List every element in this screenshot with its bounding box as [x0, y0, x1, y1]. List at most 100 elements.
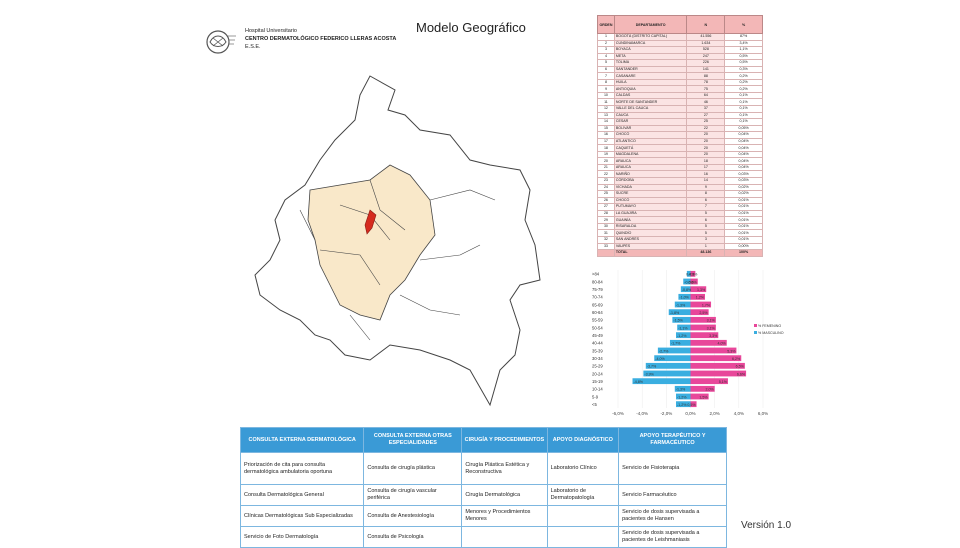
data-label-male: -1,5% — [673, 319, 683, 323]
service-cell: Servicio de dosis supervisada a paciente… — [618, 505, 727, 527]
x-tick-label: -4,0% — [636, 411, 648, 416]
bar-male — [654, 355, 691, 362]
total-dept-percent: 100% — [724, 249, 763, 257]
header-n: N — [686, 15, 726, 34]
header-order: ORDEN — [597, 15, 615, 34]
service-cell: Servicio de Fisioterapia — [618, 452, 727, 485]
table-row: 3 BOYACÁ 528 1,1% — [597, 46, 763, 54]
data-label-female: 0,4% — [686, 273, 695, 277]
x-tick-label: -6,0% — [612, 411, 624, 416]
table-row: 20 ARAUCA 18 0,04% — [597, 157, 763, 165]
legend-swatch-female — [754, 324, 757, 327]
y-category-label: 65-69 — [592, 302, 603, 307]
dept-percent: 0,04% — [724, 157, 763, 165]
header-pct: % — [724, 15, 763, 34]
table-row: 27 PUTUMAYO 7 0,01% — [597, 203, 763, 211]
table-row: 21 ARAUCA 17 0,04% — [597, 163, 763, 172]
dept-count: 20 — [686, 144, 726, 152]
dept-percent: 0,02% — [724, 190, 763, 198]
dept-count: 14 — [686, 177, 726, 185]
map-highlight-region — [307, 164, 436, 321]
service-cell: Servicio de Foto Dermatología — [239, 526, 365, 548]
dept-count: 6 — [686, 216, 726, 224]
x-tick-label: 4,0% — [734, 411, 744, 416]
data-label-male: -1,1% — [678, 326, 688, 330]
dept-percent: 0,04% — [724, 131, 763, 139]
y-category-label: 70-74 — [592, 295, 603, 300]
bar-male — [676, 393, 691, 400]
bar-female — [690, 385, 715, 392]
data-label-female: 1,7% — [702, 303, 711, 307]
table-row: 17 ATLÁNTICO 20 0,04% — [597, 137, 763, 146]
header-cirugia: CIRUGÍA Y PROCEDIMIENTOS — [461, 427, 548, 453]
y-category-label: >84 — [592, 272, 600, 277]
table-row: 15 BOLÍVAR 22 0,05% — [597, 124, 763, 133]
bar-male — [669, 339, 691, 346]
y-category-label: 75-79 — [592, 287, 603, 292]
data-label-male: -3,9% — [644, 372, 654, 376]
version-label: Versión 1.0 — [741, 520, 792, 531]
data-label-male: -2,7% — [659, 349, 669, 353]
y-category-label: 10-14 — [592, 387, 603, 392]
services-table: CONSULTA EXTERNA DERMATOLÓGICA CONSULTA … — [239, 427, 727, 548]
service-cell: Laboratorio Clínico — [546, 452, 620, 485]
table-row: 29 GUAINÍA 6 0,01% — [597, 216, 763, 224]
bar-male — [680, 286, 691, 293]
data-label-female: 1,3% — [697, 288, 706, 292]
dept-count: 9 — [686, 183, 726, 192]
table-row: 33 VAUPÉS 1 0,00% — [597, 242, 763, 251]
service-cell — [461, 526, 548, 548]
service-cell — [546, 526, 620, 548]
data-label-male: -0,6% — [684, 280, 694, 284]
services-header-row: CONSULTA EXTERNA DERMATOLÓGICA CONSULTA … — [239, 427, 727, 453]
dept-percent: 0,01% — [724, 196, 763, 205]
bar-female — [690, 370, 747, 377]
dept-count: 5 — [686, 209, 726, 218]
table-row: 32 SAN ANDRÉS 3 0,01% — [597, 235, 763, 244]
bar-female — [690, 316, 716, 323]
bar-male — [672, 316, 691, 323]
dept-count: 5 — [686, 222, 726, 231]
dept-percent: 0,04% — [724, 150, 763, 159]
population-pyramid-chart: -6,0% -4,0% -2,0% 0,0% 2,0% 4,0% 6,0%<5 0,5%-1,… — [592, 270, 784, 416]
dept-percent: 0,01% — [724, 203, 763, 211]
bar-male — [668, 309, 691, 316]
table-row: 28 LA GUAJIRA 5 0,01% — [597, 209, 763, 218]
data-label-male: -0,3% — [688, 273, 698, 277]
y-category-label: <5 — [592, 402, 597, 407]
y-category-label: 45-49 — [592, 333, 603, 338]
header-consulta-otras: CONSULTA EXTERNA OTRAS ESPECIALIDADES — [363, 427, 463, 453]
bar-male — [674, 385, 691, 392]
hospital-logo — [206, 30, 236, 54]
bar-male — [686, 270, 691, 277]
data-label-male: -1,0% — [679, 296, 689, 300]
colombia-map — [254, 75, 541, 407]
table-row: Clínicas Dermatológicas Sub Especializad… — [239, 505, 727, 527]
dept-count: 3 — [686, 235, 726, 244]
service-cell: Cirugía Dermatológica — [461, 484, 548, 506]
table-row: Consulta Dermatológica General Consulta … — [239, 484, 727, 506]
bar-female — [690, 332, 719, 339]
dept-count: 16 — [686, 170, 726, 178]
table-row: 31 QUINDÍO 5 0,01% — [597, 229, 763, 237]
service-cell: Clínicas Dermatológicas Sub Especializad… — [239, 505, 365, 527]
dept-count: 18 — [686, 157, 726, 165]
dept-count: 20 — [686, 137, 726, 146]
hospital-center-name: CENTRO DERMATOLÓGICO FEDERICO LLERAS ACO… — [245, 36, 397, 42]
data-label-male: -4,8% — [634, 380, 644, 384]
y-category-label: 30-34 — [592, 356, 603, 361]
bar-male — [632, 378, 691, 385]
hospital-name: Hospital Universitario — [245, 28, 297, 34]
y-category-label: 50-54 — [592, 325, 603, 330]
bar-male — [643, 370, 691, 377]
y-category-label: 20-24 — [592, 371, 603, 376]
table-row: 5 TOLIMA 226 0,5% — [597, 59, 763, 67]
total-dept-order — [597, 249, 615, 257]
dept-percent: 0,02% — [724, 183, 763, 192]
slide-title: Modelo Geográfico — [416, 20, 526, 35]
y-category-label: 5-9 — [592, 394, 599, 399]
data-label-female: 3,3% — [709, 334, 718, 338]
dept-count: 22 — [686, 124, 726, 133]
dept-percent: 0,03% — [724, 177, 763, 185]
y-category-label: 25-29 — [592, 364, 603, 369]
